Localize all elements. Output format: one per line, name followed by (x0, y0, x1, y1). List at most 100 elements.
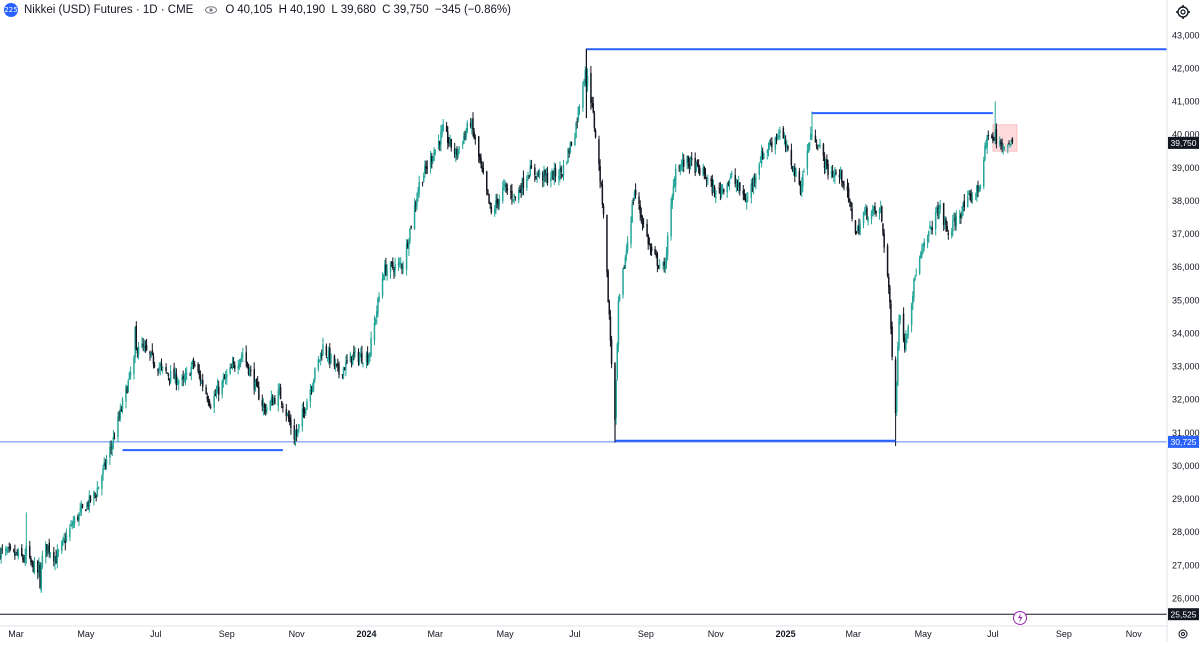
candle (336, 363, 338, 368)
candle (189, 372, 191, 376)
candle (767, 142, 770, 157)
x-tick-label: Mar (427, 629, 443, 639)
candle-body (1001, 143, 1003, 146)
candle (512, 198, 514, 203)
candle (867, 216, 869, 226)
candle-body (886, 245, 889, 276)
candle-body (426, 167, 428, 169)
candle (56, 544, 58, 569)
candle (352, 354, 354, 366)
candle (166, 372, 168, 374)
candle (923, 238, 925, 252)
candle (93, 490, 95, 506)
candle-body (671, 196, 673, 205)
candle-body (744, 199, 747, 202)
candle (680, 159, 683, 171)
candle-body (377, 298, 379, 314)
price-scale[interactable] (1167, 0, 1200, 642)
candle (759, 156, 762, 163)
gear-icon[interactable] (1175, 4, 1191, 20)
y-tick-label: 42,000 (1172, 63, 1200, 73)
candle-body (349, 354, 352, 363)
candle (46, 544, 48, 557)
candle (711, 174, 714, 196)
candle (153, 361, 156, 369)
candle (654, 246, 656, 255)
eye-icon[interactable] (205, 6, 218, 14)
symbol-logo-icon[interactable]: 225 (4, 3, 18, 17)
candle (665, 247, 668, 269)
candle-body (751, 182, 754, 186)
candle (727, 180, 730, 187)
candle (469, 117, 472, 129)
candle (437, 134, 440, 150)
candle (798, 167, 801, 186)
candle-body (760, 150, 763, 164)
candle-body (569, 143, 572, 153)
candle-body (554, 167, 557, 177)
candle (831, 165, 834, 178)
candle (13, 548, 15, 553)
candle (755, 173, 757, 190)
candle-body (16, 552, 18, 555)
candle (136, 347, 139, 358)
symbol-title[interactable]: Nikkei (USD) Futures · 1D · CME (24, 4, 194, 16)
candle-body (568, 150, 570, 153)
candle (625, 244, 628, 262)
candle-body (126, 388, 128, 394)
candle (314, 367, 316, 383)
y-tick-label: 40,000 (1172, 130, 1200, 140)
candle-body (530, 165, 533, 169)
candle-body (109, 447, 111, 458)
lightning-icon[interactable] (1013, 611, 1027, 625)
candle (670, 197, 672, 241)
x-tick-label: 2024 (356, 629, 376, 639)
candle-body (473, 131, 475, 138)
candle (294, 429, 297, 447)
candle (342, 366, 345, 380)
candle (385, 257, 387, 277)
candle-body (248, 369, 251, 376)
candle-body (778, 135, 780, 137)
candle-body (199, 374, 202, 382)
candle-body (634, 189, 637, 196)
candle (250, 365, 252, 377)
candle-body (766, 150, 769, 154)
candle (897, 341, 899, 387)
candle (429, 151, 432, 174)
candle (683, 154, 685, 173)
candle-body (952, 221, 954, 232)
candle (488, 193, 490, 205)
candle-body (496, 198, 498, 203)
candle-body (95, 496, 97, 497)
candle (883, 229, 885, 253)
candle-body (591, 101, 593, 103)
candle (590, 65, 592, 110)
candle (865, 203, 867, 216)
candle-body (62, 539, 64, 542)
candle-body (736, 185, 739, 188)
candle (554, 163, 557, 183)
candle (992, 132, 994, 144)
candle-body (815, 144, 818, 147)
candle (405, 238, 408, 276)
candle-body (208, 401, 211, 406)
candle-body (313, 379, 315, 385)
candle-body (286, 414, 289, 415)
candle (402, 261, 404, 274)
y-tick-label: 33,000 (1172, 362, 1200, 372)
candle-body (658, 265, 661, 266)
candle (350, 356, 353, 368)
gear-icon[interactable] (1178, 629, 1188, 639)
candle-body (113, 438, 116, 439)
candle (109, 441, 111, 465)
candle-body (254, 380, 257, 392)
x-tick-label: Jul (569, 629, 581, 639)
candle (1009, 143, 1011, 148)
candle-body (871, 208, 874, 213)
candle (434, 149, 436, 156)
candle-body (417, 191, 419, 197)
candle (648, 237, 651, 246)
